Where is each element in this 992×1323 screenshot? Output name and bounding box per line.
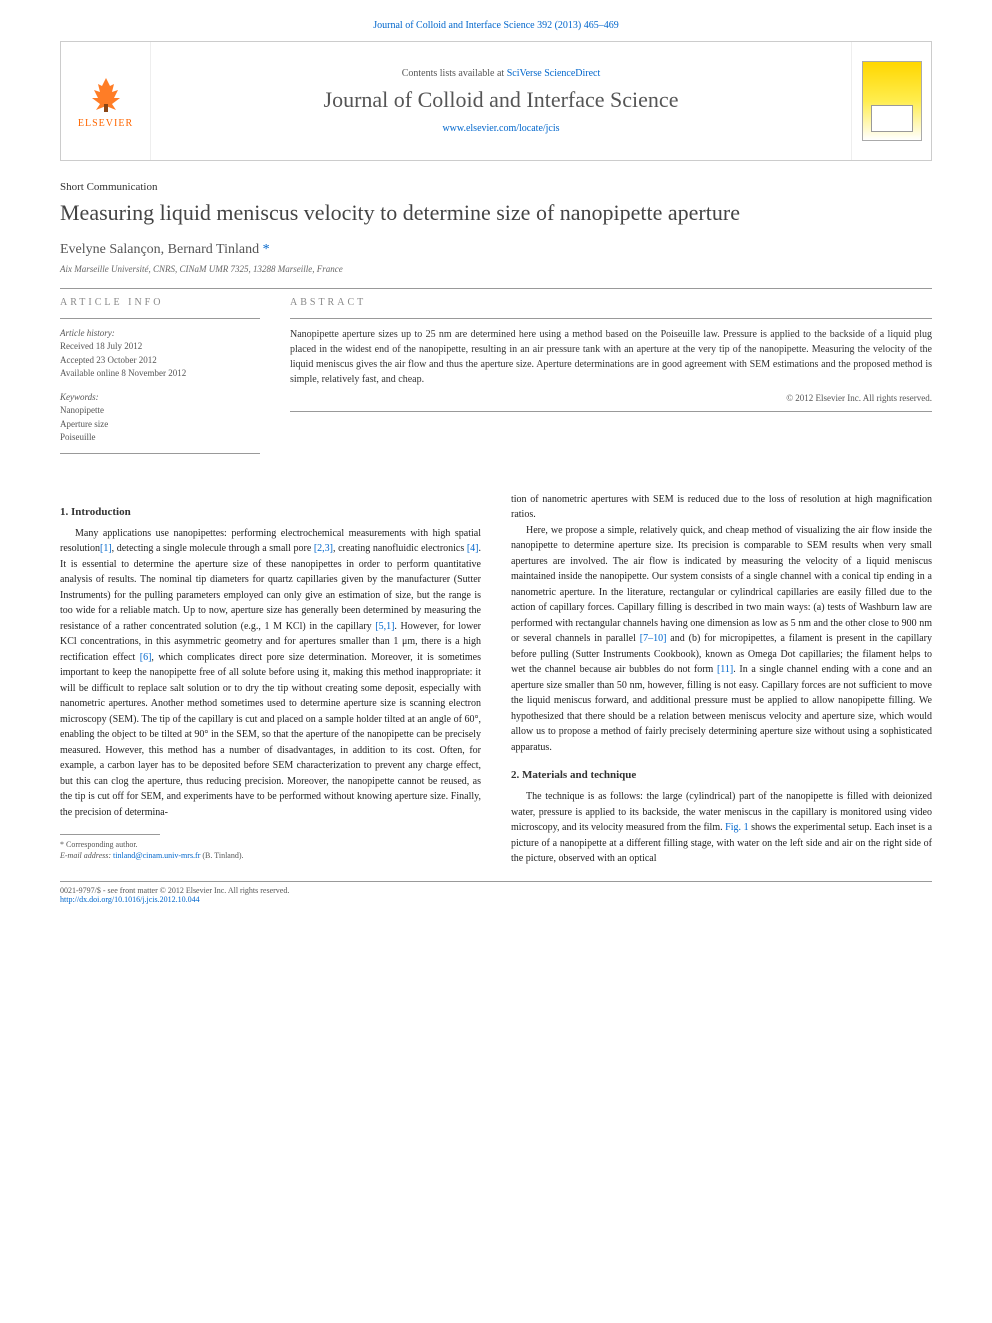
abstract-heading: ABSTRACT [290, 297, 932, 308]
email-link[interactable]: tinland@cinam.univ-mrs.fr [113, 851, 200, 860]
homepage-link[interactable]: www.elsevier.com/locate/jcis [442, 123, 559, 134]
meta-abstract-row: ARTICLE INFO Article history: Received 1… [60, 297, 932, 462]
doi-link[interactable]: http://dx.doi.org/10.1016/j.jcis.2012.10… [60, 895, 200, 904]
article-info-column: ARTICLE INFO Article history: Received 1… [60, 297, 260, 462]
email-footnote: E-mail address: tinland@cinam.univ-mrs.f… [60, 850, 481, 861]
email-label: E-mail address: [60, 851, 113, 860]
publisher-logo: ELSEVIER [61, 42, 151, 160]
accepted-date: Accepted 23 October 2012 [60, 354, 260, 368]
sciencedirect-link[interactable]: SciVerse ScienceDirect [507, 68, 601, 79]
banner-center: Contents lists available at SciVerse Sci… [151, 42, 851, 160]
author-names: Evelyne Salançon, Bernard Tinland [60, 242, 259, 257]
authors: Evelyne Salançon, Bernard Tinland * [60, 242, 932, 258]
intro-right-text: tion of nanometric apertures with SEM is… [511, 492, 932, 756]
affiliation: Aix Marseille Université, CNRS, CINaM UM… [60, 264, 932, 274]
corresponding-footnote: * Corresponding author. [60, 839, 481, 850]
article-info-heading: ARTICLE INFO [60, 297, 260, 308]
section-intro-heading: 1. Introduction [60, 506, 481, 518]
rule-below-info [60, 453, 260, 454]
article-type: Short Communication [60, 181, 932, 193]
citation-ref[interactable]: [7–10] [640, 633, 667, 644]
article-title: Measuring liquid meniscus velocity to de… [60, 199, 932, 228]
left-column: 1. Introduction Many applications use na… [60, 492, 481, 867]
rule-abstract [290, 318, 932, 319]
citation-ref[interactable]: [2,3] [314, 543, 333, 554]
rule-info [60, 318, 260, 319]
citation-ref[interactable]: Fig. 1 [725, 822, 748, 833]
right-column: tion of nanometric apertures with SEM is… [511, 492, 932, 867]
keyword-1: Nanopipette [60, 404, 260, 418]
abstract-text: Nanopipette aperture sizes up to 25 nm a… [290, 327, 932, 387]
citation-ref[interactable]: [4] [467, 543, 479, 554]
contents-line: Contents lists available at SciVerse Sci… [402, 68, 601, 79]
citation-ref[interactable]: [11] [717, 664, 733, 675]
materials-text: The technique is as follows: the large (… [511, 789, 932, 867]
homepage-line: www.elsevier.com/locate/jcis [442, 123, 559, 134]
journal-name: Journal of Colloid and Interface Science [324, 87, 679, 113]
contents-prefix: Contents lists available at [402, 68, 507, 79]
citation-ref[interactable]: [6] [140, 652, 152, 663]
abstract-copyright: © 2012 Elsevier Inc. All rights reserved… [290, 393, 932, 403]
page-footer: 0021-9797/$ - see front matter © 2012 El… [60, 881, 932, 904]
body-columns: 1. Introduction Many applications use na… [60, 492, 932, 867]
corresponding-mark[interactable]: * [263, 242, 270, 257]
history-label: Article history: [60, 327, 260, 341]
footer-frontmatter: 0021-9797/$ - see front matter © 2012 El… [60, 886, 932, 895]
rule-below-abstract [290, 411, 932, 412]
footnotes: * Corresponding author. E-mail address: … [60, 839, 481, 861]
online-date: Available online 8 November 2012 [60, 367, 260, 381]
footnote-separator [60, 834, 160, 835]
abstract-column: ABSTRACT Nanopipette aperture sizes up t… [290, 297, 932, 462]
rule-above-meta [60, 288, 932, 289]
email-name: (B. Tinland). [200, 851, 243, 860]
journal-banner: ELSEVIER Contents lists available at Sci… [60, 41, 932, 161]
keyword-3: Poiseuille [60, 431, 260, 445]
cover-image [862, 61, 922, 141]
intro-right-para-2: Here, we propose a simple, relatively qu… [511, 525, 932, 753]
materials-para: The technique is as follows: the large (… [511, 791, 932, 864]
citation-ref[interactable]: [1] [100, 543, 112, 554]
citation-link[interactable]: Journal of Colloid and Interface Science… [373, 20, 619, 31]
elsevier-tree-icon [86, 74, 126, 114]
intro-left-text: Many applications use nanopipettes: perf… [60, 526, 481, 821]
intro-right-continuation: tion of nanometric apertures with SEM is… [511, 492, 932, 523]
cover-thumbnail [851, 42, 931, 160]
page-citation: Journal of Colloid and Interface Science… [0, 0, 992, 41]
received-date: Received 18 July 2012 [60, 340, 260, 354]
section-materials-heading: 2. Materials and technique [511, 769, 932, 781]
keywords-label: Keywords: [60, 391, 260, 405]
publisher-name: ELSEVIER [78, 118, 133, 129]
intro-left-para: Many applications use nanopipettes: perf… [60, 528, 481, 818]
citation-ref[interactable]: [5,1] [375, 621, 394, 632]
keyword-2: Aperture size [60, 418, 260, 432]
footer-doi: http://dx.doi.org/10.1016/j.jcis.2012.10… [60, 895, 932, 904]
article-history: Article history: Received 18 July 2012 A… [60, 327, 260, 445]
